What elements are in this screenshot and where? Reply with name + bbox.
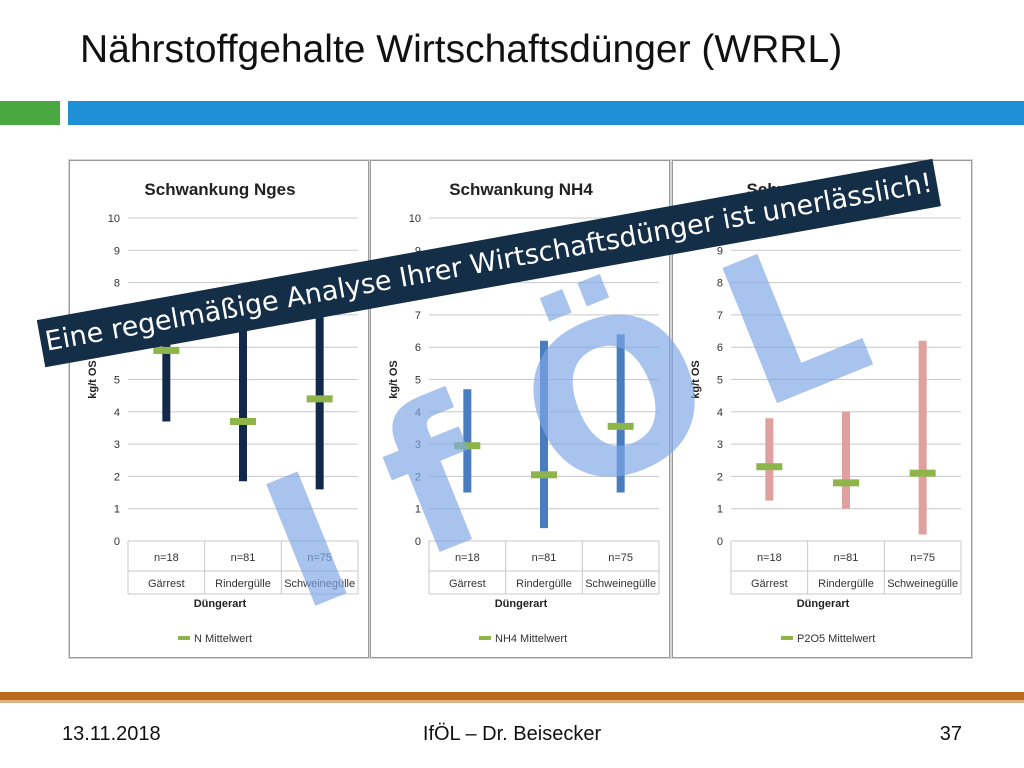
legend-label: P2O5 Mittelwert [797, 633, 875, 645]
y-tick-label: 3 [415, 439, 421, 451]
y-tick-label: 1 [114, 504, 120, 516]
y-tick-label: 8 [114, 278, 120, 290]
accent-bar-green [0, 101, 60, 125]
chart-title: Schwankung NH4 [449, 180, 593, 199]
category-label: Schweinegülle [585, 578, 656, 590]
mean-marker [153, 346, 180, 354]
y-tick-label: 0 [415, 536, 421, 548]
y-tick-label: 2 [114, 471, 120, 483]
mean-marker [833, 479, 859, 487]
count-label: n=75 [910, 552, 935, 564]
y-tick-label: 1 [717, 504, 723, 516]
page-number: 37 [939, 723, 962, 745]
y-tick-label: 3 [717, 439, 723, 451]
category-label: Gärrest [751, 578, 788, 590]
mean-marker [607, 422, 634, 430]
chart-panel-nges: Schwankung Nges012345678910kg/t OSn=18Gä… [69, 160, 369, 658]
footer-date: 13.11.2018 [62, 723, 161, 745]
mean-marker [909, 469, 936, 477]
legend-swatch [781, 636, 793, 640]
count-label: n=75 [307, 552, 332, 564]
category-label: Rindergülle [516, 578, 572, 590]
legend-label: NH4 Mittelwert [495, 633, 567, 645]
footer-line-thin [0, 700, 1024, 703]
accent-bar-blue [68, 101, 1024, 125]
category-label: Gärrest [449, 578, 486, 590]
count-label: n=18 [455, 552, 480, 564]
y-tick-label: 10 [108, 213, 120, 225]
legend-swatch [479, 636, 491, 640]
page-title: Nährstoffgehalte Wirtschaftsdünger (WRRL… [80, 28, 843, 71]
y-tick-label: 6 [717, 342, 723, 354]
y-tick-label: 0 [717, 536, 723, 548]
y-tick-label: 9 [717, 245, 723, 257]
y-tick-label: 4 [717, 407, 723, 419]
y-tick-label: 4 [415, 407, 421, 419]
y-tick-label: 3 [114, 439, 120, 451]
y-tick-label: 8 [717, 278, 723, 290]
mean-marker [306, 395, 333, 403]
category-label: Schweinegülle [887, 578, 958, 590]
y-axis-label: kg/t OS [87, 360, 99, 399]
category-label: Gärrest [148, 578, 185, 590]
category-label: Rindergülle [818, 578, 874, 590]
chart-nges: Schwankung Nges012345678910kg/t OSn=18Gä… [87, 180, 359, 645]
category-label: Schweinegülle [284, 578, 355, 590]
y-tick-label: 5 [114, 375, 120, 387]
x-axis-label: Düngerart [495, 598, 548, 610]
y-tick-label: 10 [409, 213, 421, 225]
y-tick-label: 2 [717, 471, 723, 483]
y-tick-label: 1 [415, 504, 421, 516]
mean-marker [756, 463, 783, 471]
mean-marker [454, 442, 481, 450]
y-tick-label: 7 [717, 310, 723, 322]
y-tick-label: 5 [717, 375, 723, 387]
legend-swatch [178, 636, 190, 640]
chart-nh4: Schwankung NH4012345678910kg/t OSn=18Gär… [388, 180, 660, 645]
y-tick-label: 4 [114, 407, 120, 419]
mean-marker [531, 471, 557, 479]
y-tick-label: 2 [415, 471, 421, 483]
footer-author: IfÖL – Dr. Beisecker [422, 723, 602, 745]
count-label: n=75 [608, 552, 633, 564]
mean-marker [230, 417, 256, 425]
count-label: n=81 [231, 552, 256, 564]
category-label: Rindergülle [215, 578, 271, 590]
x-axis-label: Düngerart [194, 598, 247, 610]
y-tick-label: 5 [415, 375, 421, 387]
x-axis-label: Düngerart [797, 598, 850, 610]
count-label: n=18 [154, 552, 179, 564]
y-axis-label: kg/t OS [690, 360, 702, 399]
count-label: n=18 [757, 552, 782, 564]
chart-title: Schwankung Nges [144, 180, 295, 199]
y-tick-label: 0 [114, 536, 120, 548]
footer-line [0, 692, 1024, 700]
y-axis-label: kg/t OS [388, 360, 400, 399]
count-label: n=81 [532, 552, 557, 564]
y-tick-label: 9 [114, 245, 120, 257]
legend-label: N Mittelwert [194, 633, 252, 645]
y-tick-label: 6 [415, 342, 421, 354]
count-label: n=81 [834, 552, 859, 564]
y-tick-label: 7 [415, 310, 421, 322]
